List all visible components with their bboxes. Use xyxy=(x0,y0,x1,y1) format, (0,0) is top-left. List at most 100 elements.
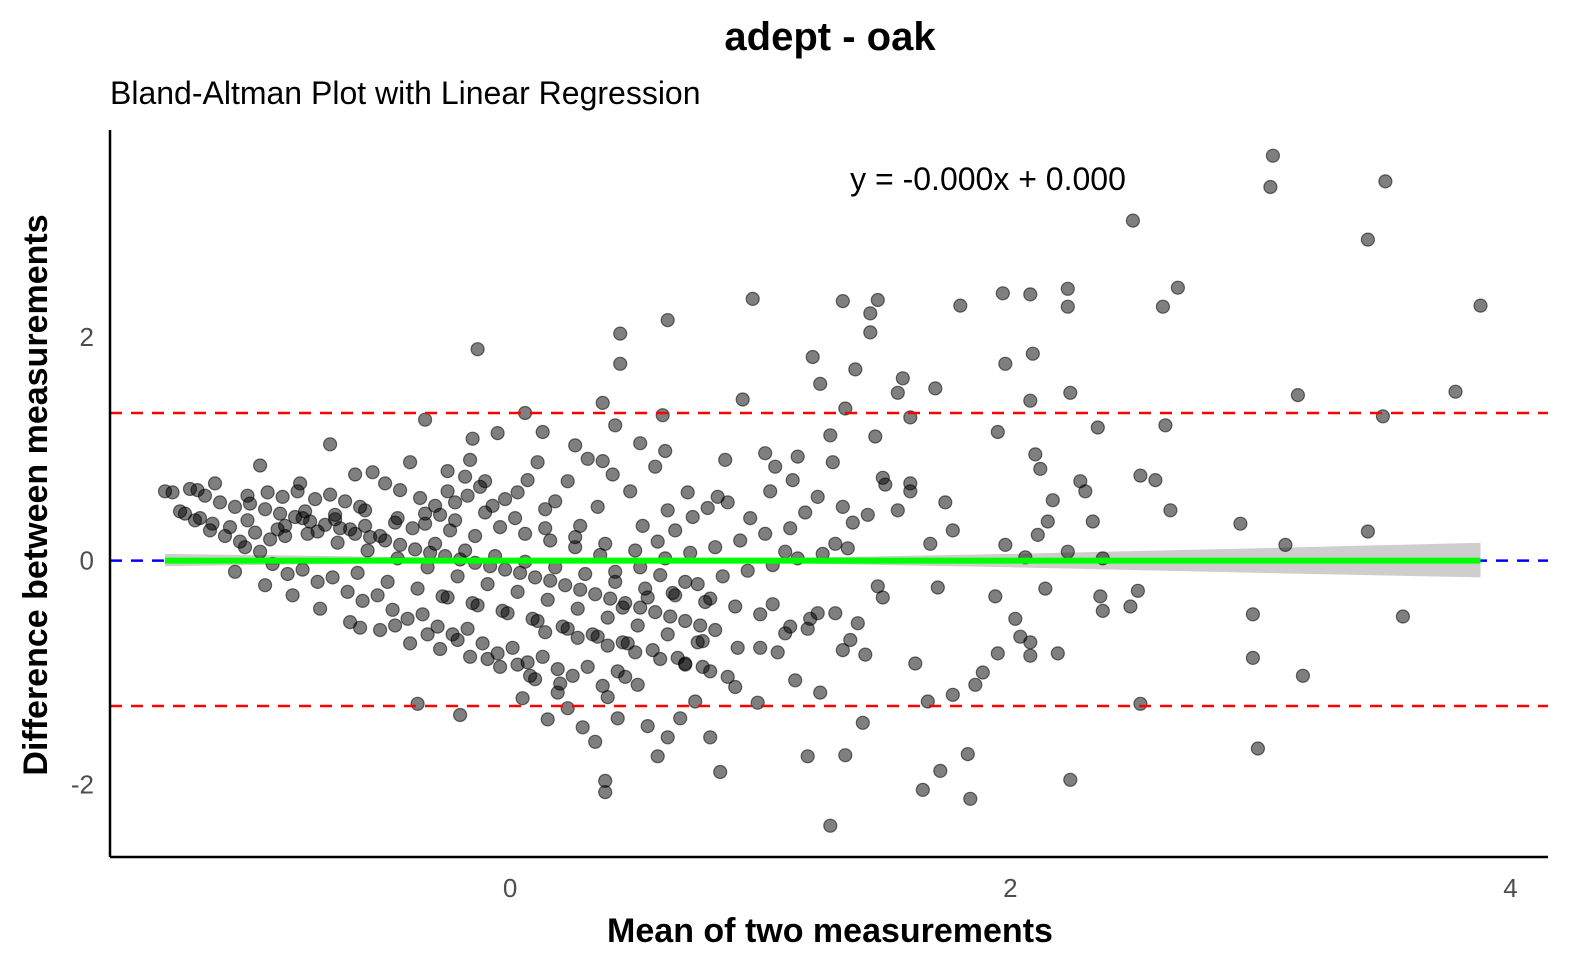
data-point xyxy=(313,601,328,616)
data-point xyxy=(745,291,760,306)
data-point xyxy=(1060,299,1075,314)
data-point xyxy=(890,385,905,400)
data-point xyxy=(1095,603,1110,619)
data-point xyxy=(595,678,610,694)
data-point xyxy=(595,454,610,469)
data-point xyxy=(578,566,593,582)
data-point xyxy=(828,536,843,551)
data-point xyxy=(648,459,663,474)
data-point xyxy=(1023,393,1038,408)
data-point xyxy=(608,574,623,590)
data-point xyxy=(410,696,425,711)
data-point xyxy=(658,443,673,459)
data-point xyxy=(823,818,838,833)
data-point xyxy=(478,505,493,520)
data-point xyxy=(207,476,223,491)
data-point xyxy=(222,519,238,535)
data-point xyxy=(753,607,768,622)
data-point xyxy=(355,593,370,609)
data-point xyxy=(1245,607,1261,622)
data-point xyxy=(575,720,590,735)
data-point xyxy=(600,638,615,653)
data-point xyxy=(768,459,783,474)
data-point xyxy=(580,451,595,466)
data-point xyxy=(945,523,960,538)
data-point xyxy=(633,600,648,615)
data-point xyxy=(538,521,553,536)
data-point xyxy=(660,627,675,642)
data-point xyxy=(560,474,575,489)
data-point xyxy=(638,581,653,596)
data-point xyxy=(915,782,930,798)
data-point xyxy=(803,611,818,626)
data-point xyxy=(628,543,643,558)
data-point xyxy=(590,499,605,514)
data-point xyxy=(968,677,983,692)
chart-subtitle: Bland-Altman Plot with Linear Regression xyxy=(110,75,701,111)
data-point xyxy=(553,676,568,691)
data-point xyxy=(743,510,758,526)
data-point xyxy=(690,576,705,592)
data-point xyxy=(680,485,695,500)
data-point xyxy=(530,613,545,629)
data-point xyxy=(448,495,463,510)
data-point xyxy=(338,494,353,509)
data-point xyxy=(645,642,660,658)
data-point xyxy=(543,573,558,588)
data-point xyxy=(1290,388,1306,403)
data-point xyxy=(470,342,485,357)
data-point xyxy=(610,664,625,679)
data-point xyxy=(1133,468,1148,483)
data-point xyxy=(730,640,745,655)
data-point xyxy=(878,477,893,492)
data-point xyxy=(568,438,583,453)
data-point xyxy=(565,668,580,683)
data-point xyxy=(470,598,485,613)
data-point xyxy=(1123,599,1138,614)
data-point xyxy=(300,526,315,541)
data-point xyxy=(598,784,613,800)
data-point xyxy=(568,529,583,545)
data-point xyxy=(468,528,483,544)
data-point xyxy=(388,515,403,530)
data-point xyxy=(663,609,678,624)
data-point xyxy=(323,487,338,502)
data-point xyxy=(835,499,850,514)
data-point xyxy=(505,640,520,655)
data-point xyxy=(463,452,478,467)
data-point xyxy=(385,602,400,617)
data-point xyxy=(520,473,535,488)
data-point xyxy=(693,618,708,633)
data-point xyxy=(685,509,700,525)
data-point xyxy=(835,294,850,309)
data-point xyxy=(805,349,820,365)
data-point xyxy=(813,685,828,700)
data-point xyxy=(580,659,595,675)
data-point xyxy=(990,646,1005,661)
plot-area xyxy=(110,148,1548,833)
data-point xyxy=(1295,668,1311,683)
data-point xyxy=(1008,611,1023,626)
data-point xyxy=(418,412,433,427)
data-point xyxy=(540,592,555,607)
data-point xyxy=(1033,461,1048,476)
data-point xyxy=(560,701,575,716)
data-point xyxy=(530,455,545,470)
data-point xyxy=(373,622,388,638)
data-point xyxy=(778,544,793,559)
data-point xyxy=(800,749,815,764)
data-point xyxy=(855,715,870,730)
data-point xyxy=(640,718,655,734)
data-point xyxy=(517,526,533,541)
data-point xyxy=(493,659,508,675)
data-point xyxy=(840,541,855,556)
data-point xyxy=(933,763,948,779)
data-point xyxy=(1148,473,1163,488)
data-point xyxy=(350,565,365,581)
data-point xyxy=(845,515,860,530)
y-axis-label: Difference between measurements xyxy=(17,214,55,775)
data-point xyxy=(603,591,618,606)
data-point xyxy=(413,490,428,506)
data-point xyxy=(570,630,585,645)
data-point xyxy=(930,580,945,595)
